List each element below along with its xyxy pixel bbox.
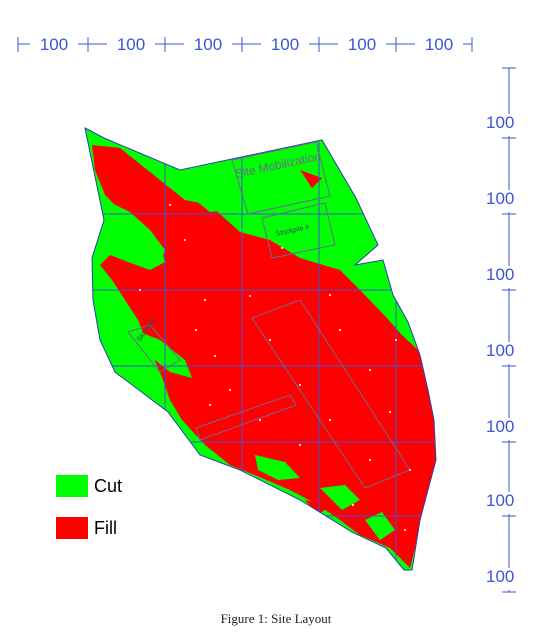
fill-spot [230,440,262,458]
top-scale-label: 100 [348,35,376,54]
fill-swatch [56,517,88,539]
cut-swatch [56,475,88,497]
figure-caption: Figure 1: Site Layout [220,611,332,626]
top-scale-label: 100 [194,35,222,54]
fill-spot [300,170,322,188]
fill-spot [305,500,330,515]
right-scale-label: 100 [486,189,514,208]
cut-label: Cut [94,475,123,496]
legend-item-fill: Fill [56,517,117,539]
top-scale-label: 100 [425,35,453,54]
right-scale-label: 100 [486,113,514,132]
top-scale-label: 100 [271,35,299,54]
fill-label: Fill [94,517,117,538]
survey-points [139,204,411,531]
right-scale-label: 100 [486,567,514,586]
cut-island [365,512,395,540]
cut-island [105,200,165,265]
top-scale-label: 100 [117,35,145,54]
site-area: Site Mobilization Stockpile # Stockpile [84,127,437,571]
right-scale-bar: 100 100 100 100 100 100 100 [486,67,532,593]
right-scale-label: 100 [486,265,514,284]
site-boundary [84,127,437,571]
cut-island [190,180,230,212]
right-scale-label: 100 [486,417,514,436]
cut-island [320,485,360,510]
right-scale-label: 100 [486,341,514,360]
right-scale-label: 100 [486,491,514,510]
top-scale-bar: 100 100 100 100 100 100 [17,32,473,54]
top-scale-label: 100 [40,35,68,54]
legend-item-cut: Cut [56,475,122,497]
cut-island [255,455,300,480]
fill-region [92,145,436,568]
